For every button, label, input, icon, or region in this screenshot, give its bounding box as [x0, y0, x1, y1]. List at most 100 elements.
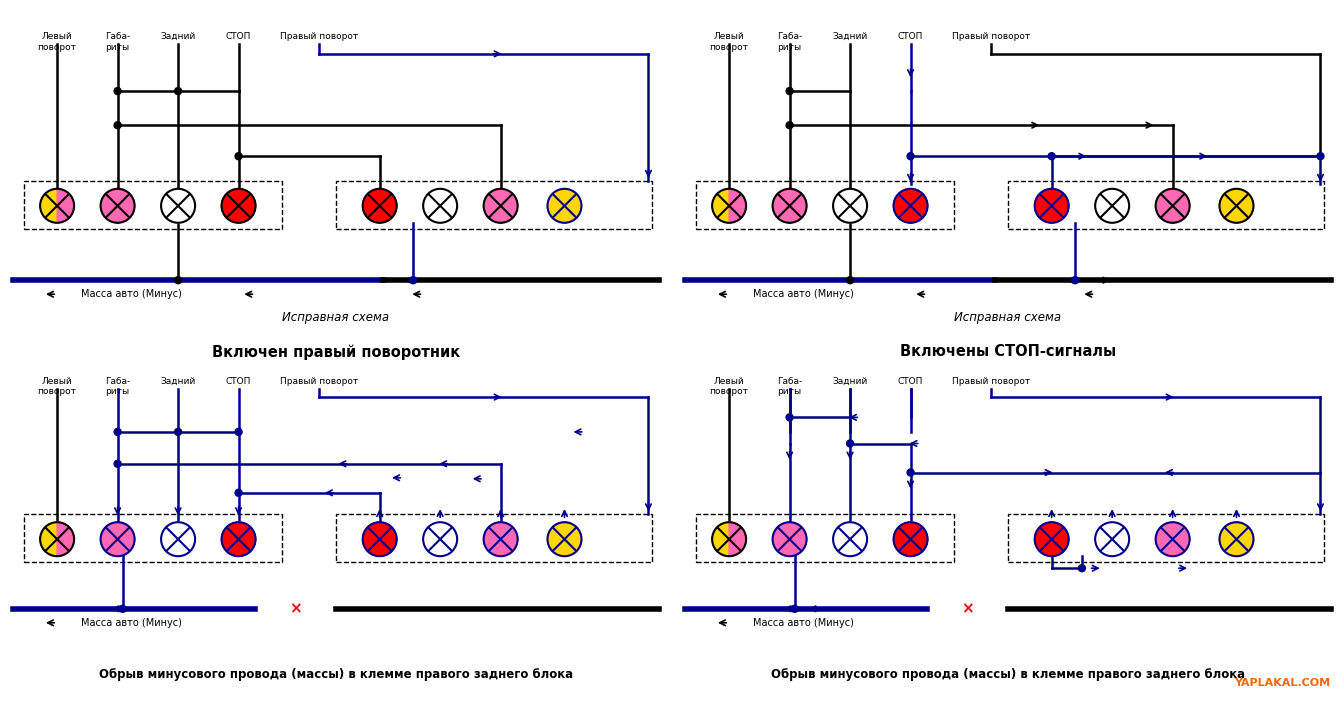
Circle shape — [1035, 522, 1068, 556]
Circle shape — [833, 522, 867, 556]
Circle shape — [786, 88, 793, 95]
Circle shape — [1219, 522, 1254, 556]
Text: СТОП: СТОП — [226, 32, 251, 41]
Circle shape — [114, 429, 121, 436]
Circle shape — [114, 88, 121, 95]
Circle shape — [484, 522, 517, 556]
Polygon shape — [1172, 522, 1189, 556]
Circle shape — [907, 152, 914, 160]
Circle shape — [423, 189, 457, 223]
Text: Масса авто (Минус): Масса авто (Минус) — [753, 618, 853, 628]
Circle shape — [712, 522, 746, 556]
Circle shape — [907, 469, 914, 476]
Polygon shape — [894, 189, 910, 223]
Bar — [336, 181, 652, 229]
Circle shape — [175, 88, 181, 95]
Circle shape — [101, 189, 134, 223]
Circle shape — [175, 429, 181, 436]
Circle shape — [161, 189, 195, 223]
Polygon shape — [239, 522, 255, 556]
Polygon shape — [118, 189, 134, 223]
Polygon shape — [56, 189, 74, 223]
Text: Задний: Задний — [160, 32, 196, 41]
Circle shape — [161, 522, 195, 556]
Polygon shape — [222, 522, 239, 556]
Bar — [1008, 181, 1324, 229]
Polygon shape — [790, 522, 806, 556]
Circle shape — [101, 522, 134, 556]
Circle shape — [833, 189, 867, 223]
Bar — [336, 514, 652, 562]
Circle shape — [363, 522, 396, 556]
Circle shape — [773, 189, 806, 223]
Text: Включен правый поворотник: Включен правый поворотник — [212, 344, 460, 359]
Polygon shape — [500, 189, 517, 223]
Polygon shape — [1035, 522, 1051, 556]
Polygon shape — [712, 189, 728, 223]
Circle shape — [1078, 565, 1086, 572]
Text: ×: × — [961, 602, 974, 616]
Circle shape — [712, 189, 746, 223]
Polygon shape — [441, 189, 457, 223]
Polygon shape — [773, 189, 790, 223]
Polygon shape — [1051, 522, 1068, 556]
Polygon shape — [833, 522, 849, 556]
Polygon shape — [547, 522, 564, 556]
Text: Габа-
риты: Габа- риты — [105, 32, 130, 52]
Text: Исправная схема: Исправная схема — [954, 311, 1062, 324]
Circle shape — [363, 189, 396, 223]
Text: Левый
поворот: Левый поворот — [38, 377, 77, 396]
Circle shape — [1095, 189, 1129, 223]
Text: Правый поворот: Правый поворот — [952, 32, 1031, 41]
Polygon shape — [1051, 189, 1068, 223]
Circle shape — [1317, 152, 1324, 160]
Polygon shape — [1113, 189, 1129, 223]
Polygon shape — [484, 522, 500, 556]
Polygon shape — [423, 522, 441, 556]
Text: ×: × — [289, 602, 302, 616]
Circle shape — [894, 522, 927, 556]
Circle shape — [423, 522, 457, 556]
Circle shape — [547, 189, 582, 223]
Bar — [696, 514, 954, 562]
Text: Левый
поворот: Левый поворот — [38, 32, 77, 52]
Polygon shape — [728, 522, 746, 556]
Text: СТОП: СТОП — [898, 32, 923, 41]
Polygon shape — [564, 522, 582, 556]
Circle shape — [1095, 522, 1129, 556]
Text: Масса авто (Минус): Масса авто (Минус) — [753, 289, 853, 299]
Circle shape — [792, 605, 798, 612]
Text: YAPLAKAL.COM: YAPLAKAL.COM — [1234, 678, 1331, 688]
Text: Обрыв минусового провода (массы) в клемме правого заднего блока: Обрыв минусового провода (массы) в клемм… — [99, 668, 573, 681]
Polygon shape — [849, 522, 867, 556]
Polygon shape — [1219, 522, 1236, 556]
Circle shape — [222, 522, 255, 556]
Polygon shape — [1236, 189, 1254, 223]
Polygon shape — [1156, 189, 1172, 223]
Polygon shape — [500, 522, 517, 556]
Text: Обрыв минусового провода (массы) в клемме правого заднего блока: Обрыв минусового провода (массы) в клемм… — [771, 668, 1245, 681]
Polygon shape — [1035, 189, 1051, 223]
Text: Левый
поворот: Левый поворот — [710, 32, 749, 52]
Circle shape — [547, 522, 582, 556]
Bar — [696, 181, 954, 229]
Polygon shape — [177, 522, 195, 556]
Polygon shape — [239, 189, 255, 223]
Polygon shape — [773, 522, 790, 556]
Circle shape — [235, 152, 242, 160]
Polygon shape — [484, 189, 500, 223]
Circle shape — [1048, 152, 1055, 160]
Polygon shape — [40, 189, 56, 223]
Text: Задний: Задний — [832, 377, 868, 385]
Polygon shape — [363, 189, 379, 223]
Text: Габа-
риты: Габа- риты — [777, 32, 802, 52]
Circle shape — [1219, 189, 1254, 223]
Polygon shape — [1156, 522, 1172, 556]
Text: Исправная схема: Исправная схема — [282, 311, 390, 324]
Polygon shape — [1219, 189, 1236, 223]
Polygon shape — [177, 189, 195, 223]
Circle shape — [1071, 277, 1079, 284]
Text: Масса авто (Минус): Масса авто (Минус) — [81, 289, 181, 299]
Text: Габа-
риты: Габа- риты — [777, 377, 802, 396]
Circle shape — [1156, 522, 1189, 556]
